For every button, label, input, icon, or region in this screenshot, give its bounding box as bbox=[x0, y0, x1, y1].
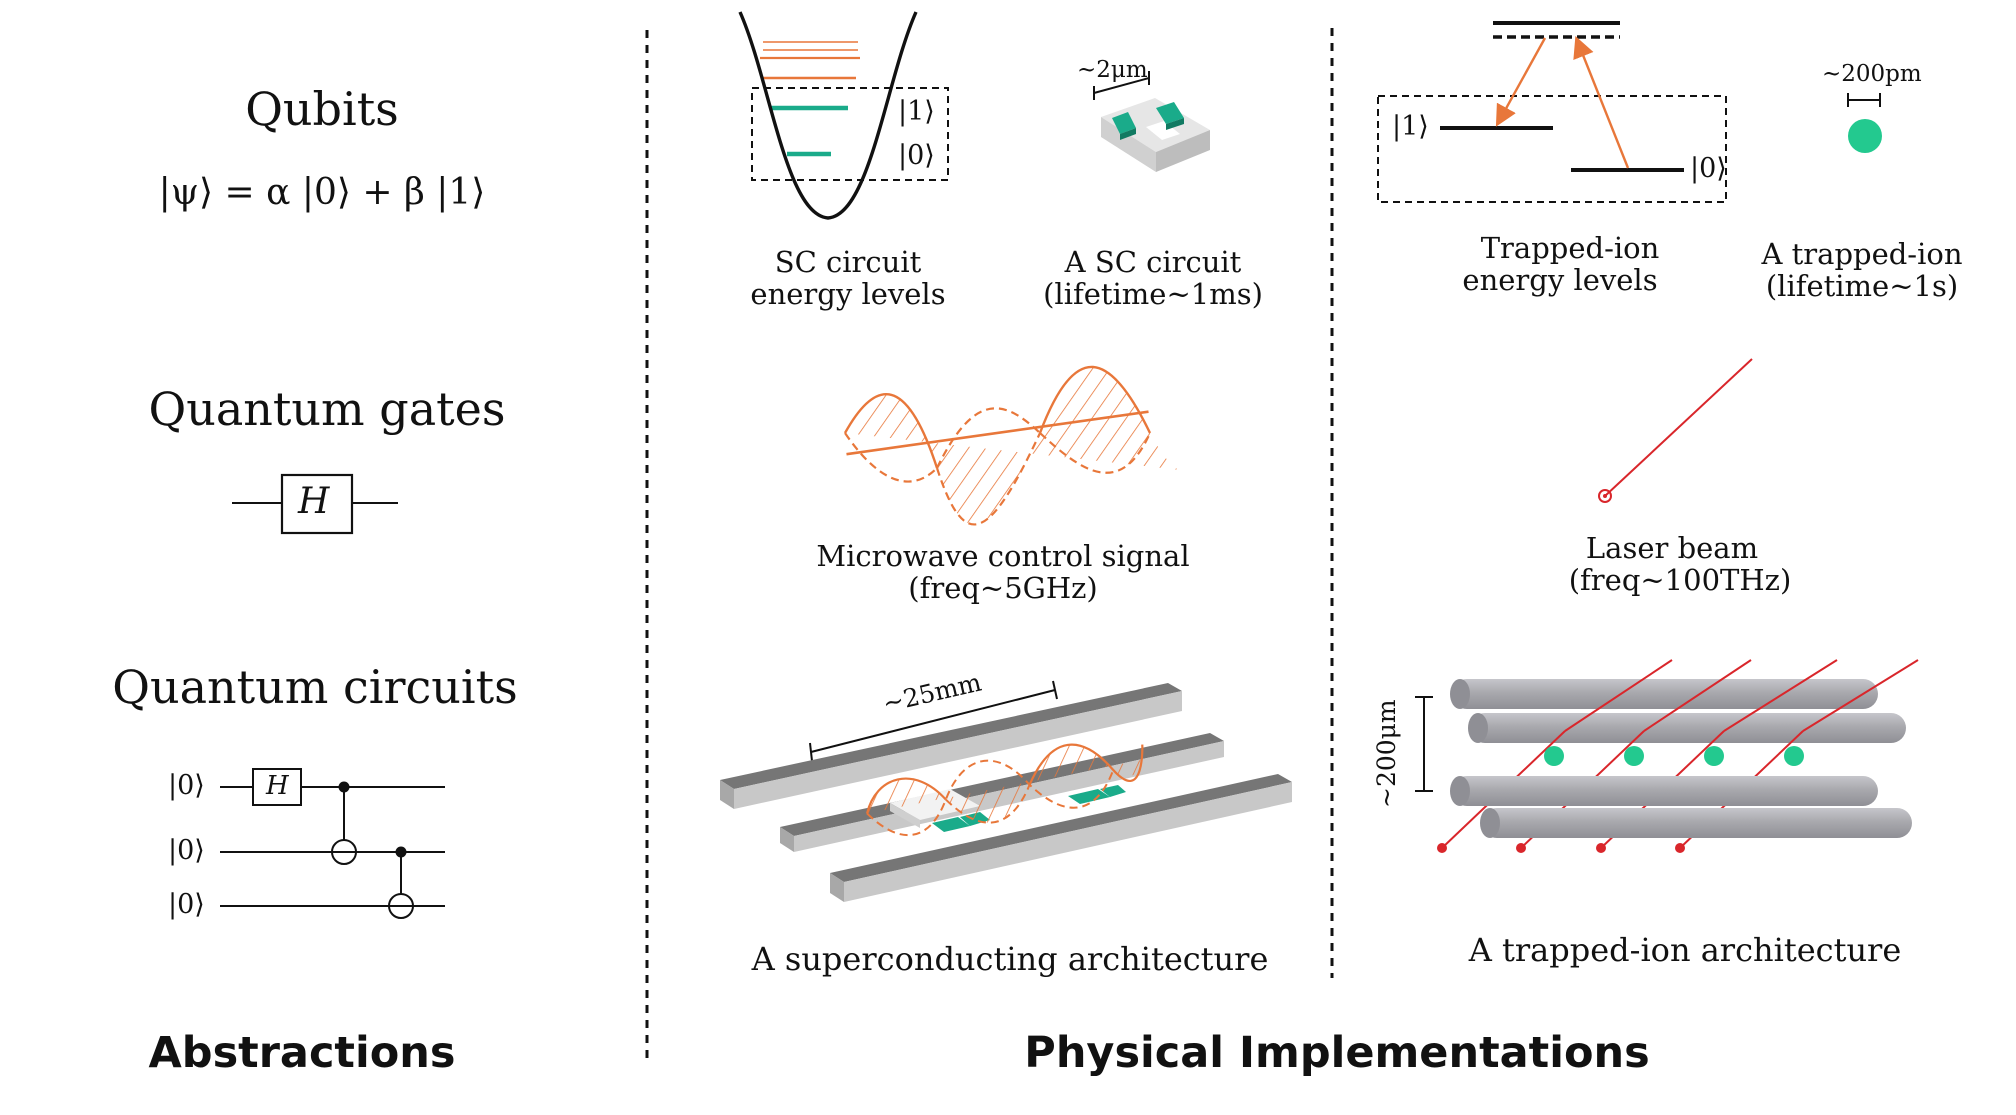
hadamard-gate-symbol bbox=[232, 473, 398, 535]
ion-levels-caption-line1: Trapped-ion bbox=[1480, 231, 1660, 265]
sc-ket-0: |0⟩ bbox=[898, 140, 935, 171]
sc-energy-well bbox=[738, 11, 949, 220]
circuit-ket-2: |0⟩ bbox=[168, 889, 205, 920]
ion-ket-0: |0⟩ bbox=[1690, 153, 1727, 184]
ion-size-label: ~200pm bbox=[1822, 61, 1922, 87]
qubit-state-formula: |ψ⟩ = α |0⟩ + β |1⟩ bbox=[158, 172, 486, 213]
trapped-ion-atom bbox=[1847, 93, 1882, 153]
laser-caption-line1: Laser beam bbox=[1585, 531, 1759, 565]
ion-ket-1: |1⟩ bbox=[1392, 111, 1429, 142]
superconducting-architecture bbox=[720, 680, 1292, 902]
circuit-ket-1: |0⟩ bbox=[168, 835, 205, 866]
sc-circuit-caption-line1: A SC circuit bbox=[1064, 245, 1242, 279]
laser-caption-line2: (freq~100THz) bbox=[1568, 563, 1792, 597]
trapped-ion-level-diagram bbox=[1377, 21, 1727, 203]
footer-abstractions: Abstractions bbox=[148, 1028, 456, 1078]
ion-caption-line2: (lifetime~1s) bbox=[1765, 269, 1959, 303]
quantum-circuit-diagram bbox=[220, 768, 445, 919]
ion-caption-line1: A trapped-ion bbox=[1761, 237, 1963, 271]
circuit-gate-label: H bbox=[266, 771, 289, 801]
sc-architecture-caption: A superconducting architecture bbox=[751, 940, 1269, 978]
microwave-caption-line1: Microwave control signal bbox=[816, 539, 1190, 573]
microwave-signal-wave bbox=[843, 365, 1180, 526]
qubits-title: Qubits bbox=[245, 82, 399, 136]
sc-levels-caption-line2: energy levels bbox=[750, 277, 946, 311]
laser-beam-line bbox=[1598, 358, 1753, 503]
ion-architecture-caption: A trapped-ion architecture bbox=[1468, 931, 1902, 969]
quantum-circuits-title: Quantum circuits bbox=[112, 660, 518, 714]
ion-arch-size-label: ~200μm bbox=[1372, 699, 1401, 808]
sc-levels-caption-line1: SC circuit bbox=[774, 245, 922, 279]
trapped-ion-architecture bbox=[1415, 659, 1919, 853]
quantum-gates-title: Quantum gates bbox=[148, 382, 506, 436]
gate-label: H bbox=[298, 481, 330, 522]
sc-circuit-chip bbox=[1093, 71, 1210, 172]
footer-physical-implementations: Physical Implementations bbox=[1024, 1028, 1650, 1078]
sc-chip-size-label: ~2μm bbox=[1077, 57, 1148, 83]
microwave-caption-line2: (freq~5GHz) bbox=[908, 571, 1098, 605]
sc-circuit-caption-line2: (lifetime~1ms) bbox=[1043, 277, 1263, 311]
ion-levels-caption-line2: energy levels bbox=[1462, 263, 1658, 297]
circuit-ket-0: |0⟩ bbox=[168, 770, 205, 801]
sc-ket-1: |1⟩ bbox=[898, 96, 935, 127]
